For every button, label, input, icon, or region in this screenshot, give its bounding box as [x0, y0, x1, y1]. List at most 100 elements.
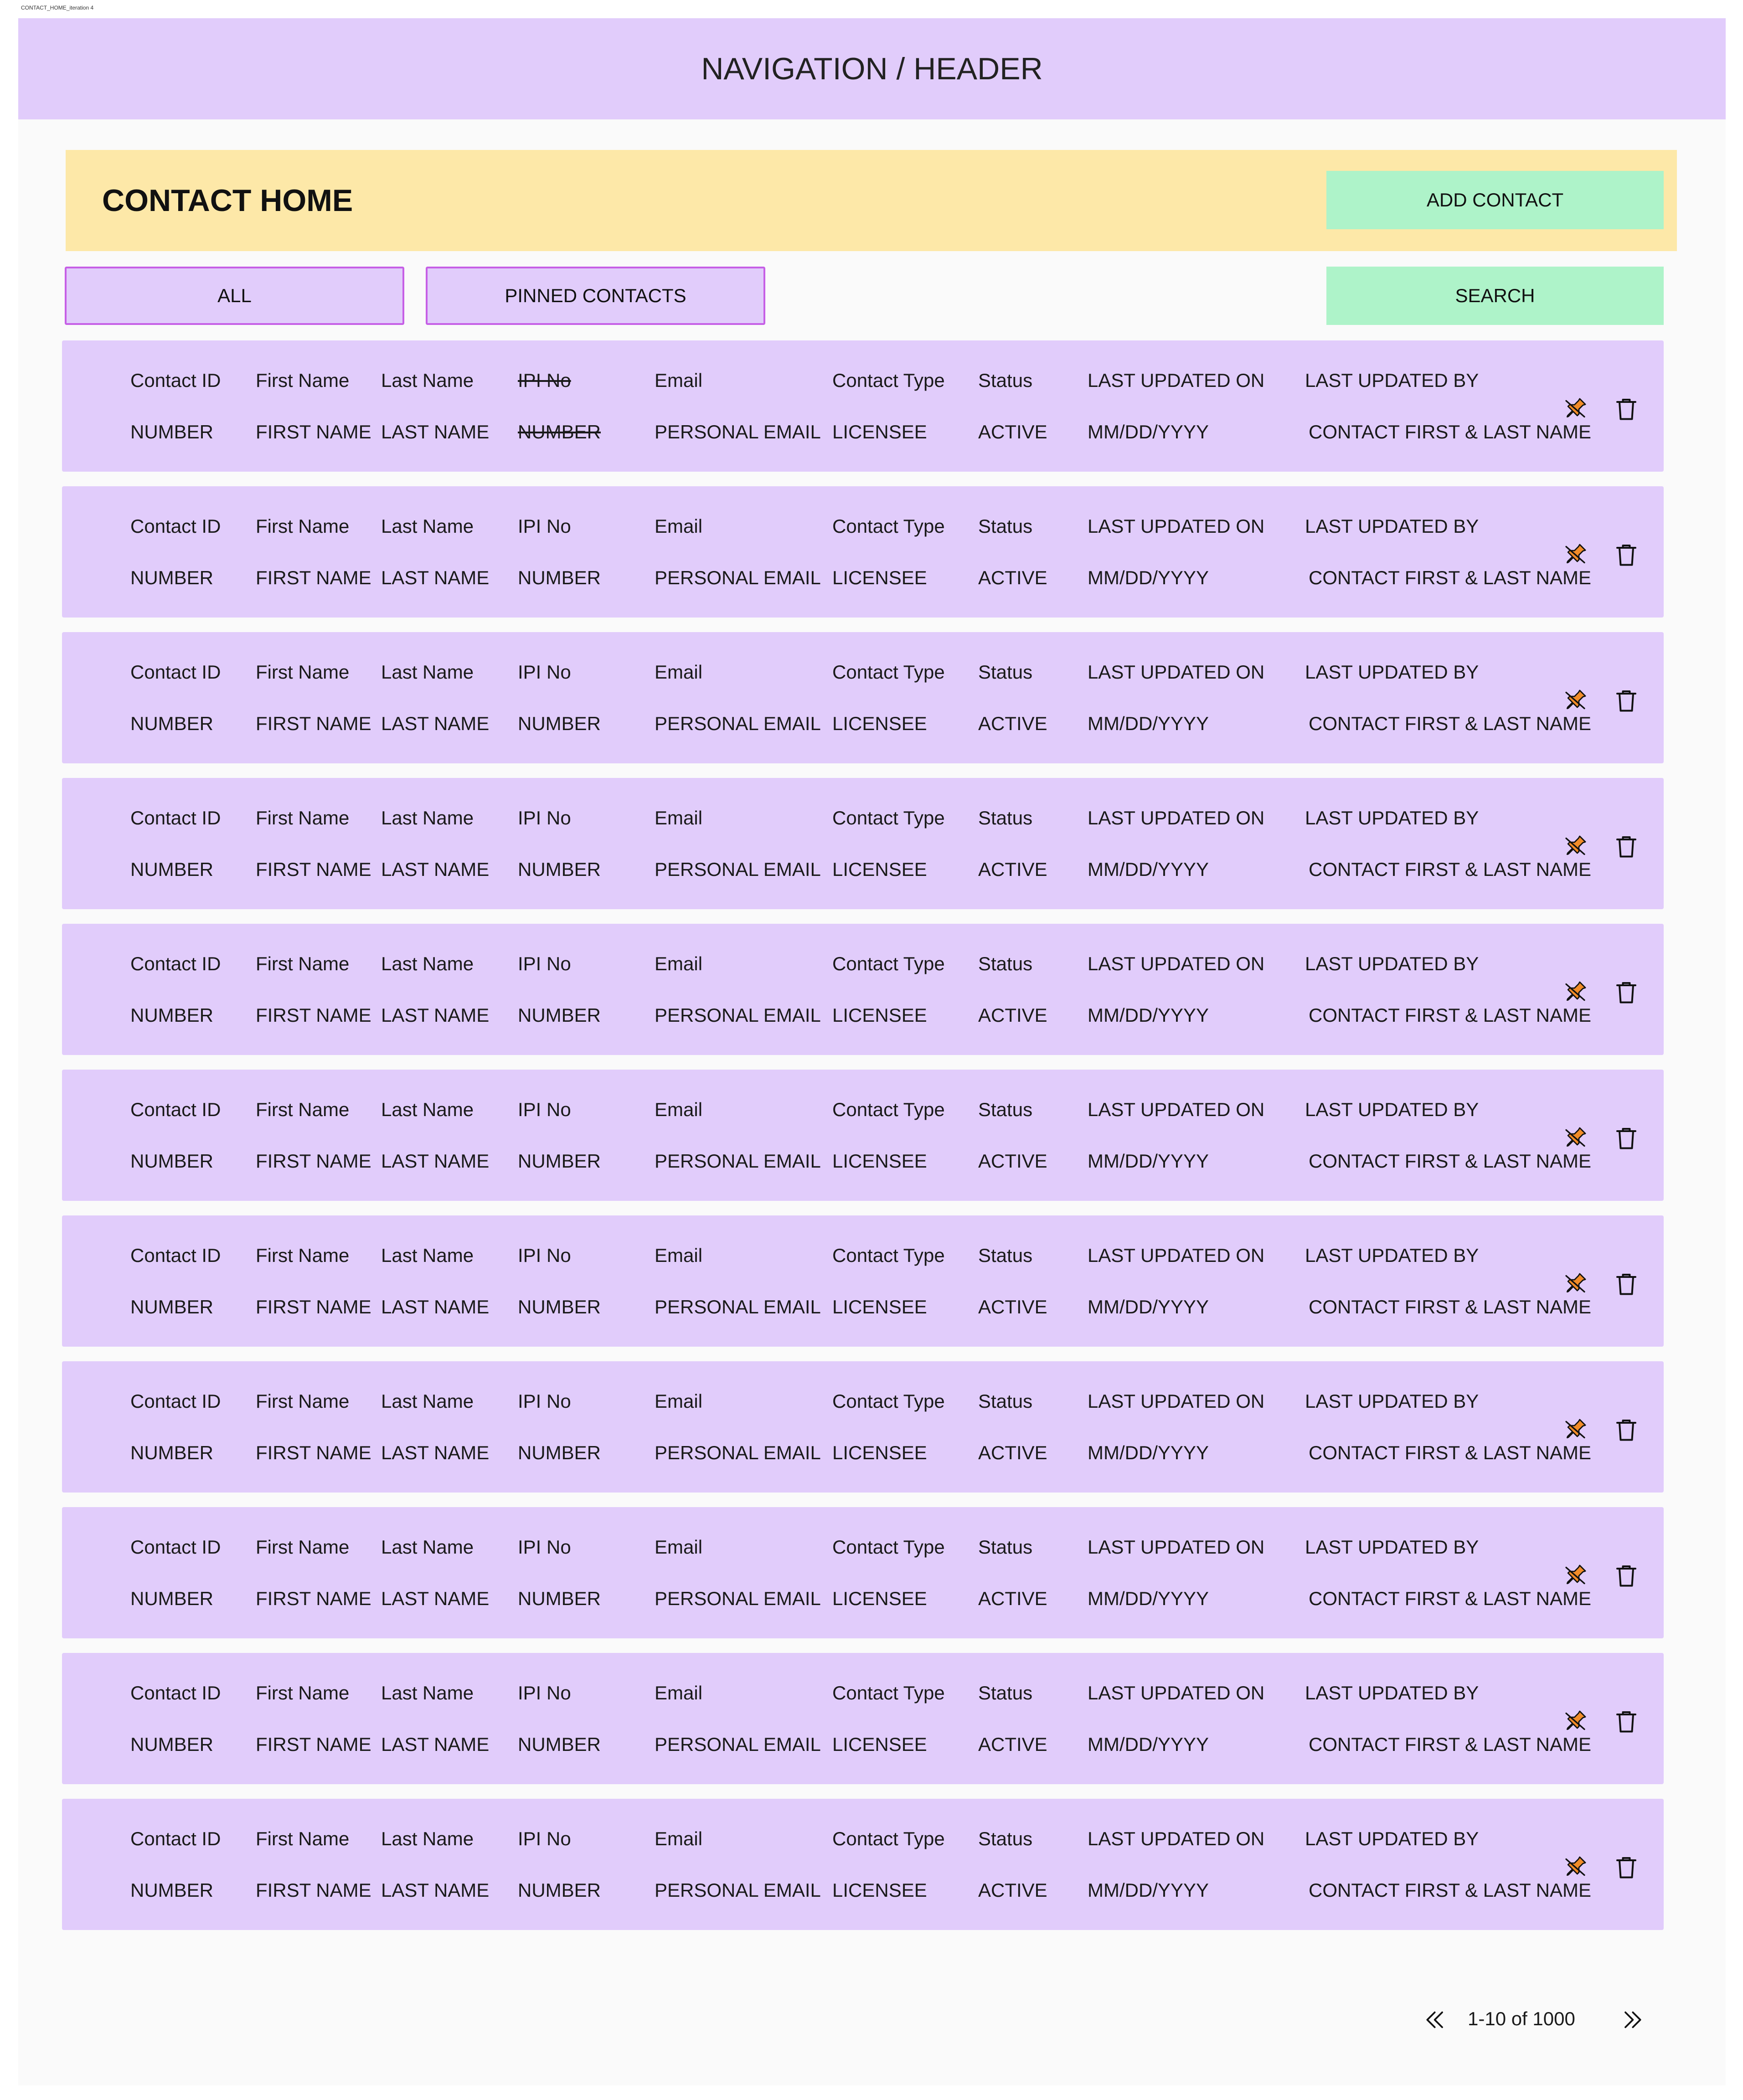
pin-icon[interactable] — [1562, 1708, 1589, 1735]
column-label-status: Status — [978, 1245, 1033, 1266]
column-label-ipi-no: IPI No — [518, 661, 571, 683]
cell-email: PERSONAL EMAIL — [655, 421, 821, 443]
trash-icon[interactable] — [1613, 1124, 1640, 1152]
pin-icon[interactable] — [1562, 978, 1589, 1006]
cell-status: ACTIVE — [978, 859, 1047, 880]
contact-row[interactable]: Contact ID NUMBER First Name FIRST NAME Last… — [62, 1070, 1664, 1201]
column-label-email: Email — [655, 953, 703, 974]
column-label-email: Email — [655, 1536, 703, 1558]
pin-icon[interactable] — [1562, 687, 1589, 714]
column-label-status: Status — [978, 1682, 1033, 1704]
contact-row[interactable]: Contact ID NUMBER First Name FIRST NAME Last… — [62, 340, 1664, 472]
cell-contact-id: NUMBER — [130, 1296, 214, 1318]
frame-label: CONTACT_HOME_iteration 4 — [21, 5, 94, 11]
cell-contact-id: NUMBER — [130, 859, 214, 880]
cell-ipi-no: NUMBER — [518, 1004, 601, 1026]
add-contact-button[interactable]: ADD CONTACT — [1326, 171, 1664, 229]
pin-icon[interactable] — [1562, 833, 1589, 860]
cell-status: ACTIVE — [978, 1442, 1047, 1463]
trash-icon[interactable] — [1613, 833, 1640, 860]
contact-row[interactable]: Contact ID NUMBER First Name FIRST NAME Last… — [62, 1653, 1664, 1784]
column-label-last-updated-on: LAST UPDATED ON — [1088, 661, 1265, 683]
search-button[interactable]: SEARCH — [1326, 267, 1664, 325]
trash-icon[interactable] — [1613, 687, 1640, 714]
cell-contact-id: NUMBER — [130, 1004, 214, 1026]
trash-icon[interactable] — [1613, 978, 1640, 1006]
pin-icon[interactable] — [1562, 395, 1589, 422]
cell-first-name: FIRST NAME — [256, 1879, 371, 1901]
cell-contact-id: NUMBER — [130, 713, 214, 734]
pin-icon[interactable] — [1562, 1416, 1589, 1443]
contact-row[interactable]: Contact ID NUMBER First Name FIRST NAME Last… — [62, 1799, 1664, 1930]
cell-contact-id: NUMBER — [130, 1150, 214, 1172]
chevrons-right-icon[interactable] — [1619, 2007, 1645, 2033]
contact-row[interactable]: Contact ID NUMBER First Name FIRST NAME Last… — [62, 924, 1664, 1055]
cell-last-name: LAST NAME — [381, 1296, 490, 1318]
cell-last-updated-by: CONTACT FIRST & LAST NAME — [1309, 1879, 1591, 1901]
contact-row[interactable]: Contact ID NUMBER First Name FIRST NAME Last… — [62, 778, 1664, 909]
cell-last-name: LAST NAME — [381, 1734, 490, 1755]
column-label-last-name: Last Name — [381, 1536, 474, 1558]
pin-icon[interactable] — [1562, 1853, 1589, 1881]
cell-last-name: LAST NAME — [381, 1150, 490, 1172]
chevrons-left-icon[interactable] — [1423, 2007, 1449, 2033]
column-label-contact-id: Contact ID — [130, 1390, 221, 1412]
column-label-email: Email — [655, 661, 703, 683]
column-label-contact-type: Contact Type — [832, 661, 945, 683]
column-label-last-updated-by: LAST UPDATED BY — [1305, 807, 1479, 829]
column-label-ipi-no: IPI No — [518, 807, 571, 829]
column-label-contact-id: Contact ID — [130, 1099, 221, 1120]
cell-last-updated-on: MM/DD/YYYY — [1088, 1296, 1209, 1318]
cell-contact-id: NUMBER — [130, 1879, 214, 1901]
cell-ipi-no: NUMBER — [518, 713, 601, 734]
column-label-contact-type: Contact Type — [832, 807, 945, 829]
cell-contact-id: NUMBER — [130, 567, 214, 588]
contact-row[interactable]: Contact ID NUMBER First Name FIRST NAME Last… — [62, 1361, 1664, 1493]
trash-icon[interactable] — [1613, 1708, 1640, 1735]
pin-icon[interactable] — [1562, 1562, 1589, 1589]
contact-row[interactable]: Contact ID NUMBER First Name FIRST NAME Last… — [62, 486, 1664, 618]
trash-icon[interactable] — [1613, 1853, 1640, 1881]
column-label-last-updated-on: LAST UPDATED ON — [1088, 515, 1265, 537]
navigation-header: NAVIGATION / HEADER — [18, 18, 1726, 119]
contact-row[interactable]: Contact ID NUMBER First Name FIRST NAME Last… — [62, 1215, 1664, 1347]
trash-icon[interactable] — [1613, 1416, 1640, 1443]
cell-last-updated-on: MM/DD/YYYY — [1088, 1004, 1209, 1026]
cell-last-name: LAST NAME — [381, 859, 490, 880]
column-label-contact-id: Contact ID — [130, 1536, 221, 1558]
contact-row[interactable]: Contact ID NUMBER First Name FIRST NAME Last… — [62, 632, 1664, 763]
column-label-contact-type: Contact Type — [832, 370, 945, 391]
pin-icon[interactable] — [1562, 1124, 1589, 1152]
cell-status: ACTIVE — [978, 1588, 1047, 1609]
column-label-last-updated-on: LAST UPDATED ON — [1088, 1099, 1265, 1120]
column-label-contact-id: Contact ID — [130, 953, 221, 974]
cell-first-name: FIRST NAME — [256, 1734, 371, 1755]
cell-status: ACTIVE — [978, 1734, 1047, 1755]
contact-row[interactable]: Contact ID NUMBER First Name FIRST NAME Last… — [62, 1507, 1664, 1638]
tab-pinned-contacts[interactable]: PINNED CONTACTS — [426, 267, 765, 325]
column-label-contact-type: Contact Type — [832, 953, 945, 974]
column-label-last-updated-by: LAST UPDATED BY — [1305, 1536, 1479, 1558]
column-label-last-updated-by: LAST UPDATED BY — [1305, 1390, 1479, 1412]
column-label-contact-id: Contact ID — [130, 1245, 221, 1266]
tab-all[interactable]: ALL — [65, 267, 404, 325]
column-label-status: Status — [978, 661, 1033, 683]
cell-last-updated-on: MM/DD/YYYY — [1088, 567, 1209, 588]
column-label-ipi-no: IPI No — [518, 370, 571, 391]
cell-contact-id: NUMBER — [130, 1442, 214, 1463]
trash-icon[interactable] — [1613, 541, 1640, 568]
pin-icon[interactable] — [1562, 1270, 1589, 1297]
column-label-first-name: First Name — [256, 661, 350, 683]
column-label-email: Email — [655, 1682, 703, 1704]
cell-contact-id: NUMBER — [130, 421, 214, 443]
column-label-contact-id: Contact ID — [130, 1828, 221, 1849]
trash-icon[interactable] — [1613, 1270, 1640, 1297]
column-label-contact-id: Contact ID — [130, 807, 221, 829]
trash-icon[interactable] — [1613, 1562, 1640, 1589]
column-label-last-updated-by: LAST UPDATED BY — [1305, 1099, 1479, 1120]
cell-last-updated-by: CONTACT FIRST & LAST NAME — [1309, 1296, 1591, 1318]
cell-contact-type: LICENSEE — [832, 1588, 927, 1609]
pin-icon[interactable] — [1562, 541, 1589, 568]
trash-icon[interactable] — [1613, 395, 1640, 422]
column-label-last-name: Last Name — [381, 1390, 474, 1412]
